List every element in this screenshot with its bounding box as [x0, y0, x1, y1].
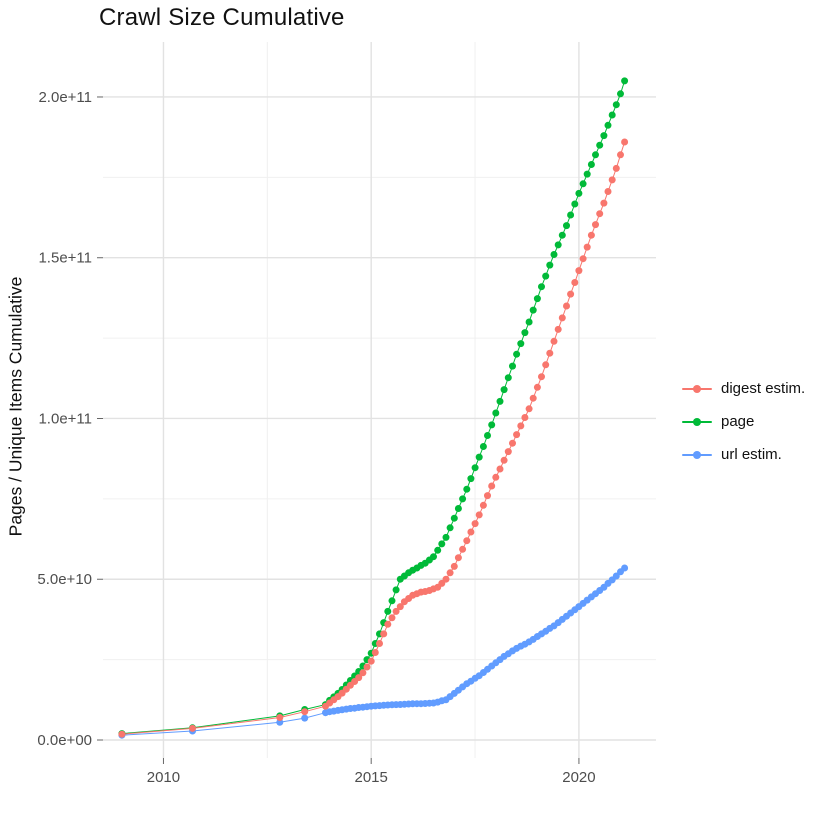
- legend-key-point-line-icon: [682, 448, 712, 462]
- svg-text:2010: 2010: [147, 769, 180, 786]
- legend-item-url-estim: url estim.: [682, 444, 805, 465]
- legend-label: page: [721, 413, 755, 430]
- svg-text:2.0e+11: 2.0e+11: [38, 89, 92, 106]
- svg-text:2015: 2015: [355, 769, 388, 786]
- svg-text:2020: 2020: [562, 769, 595, 786]
- legend-label: digest estim.: [721, 380, 806, 397]
- legend-item-digest-estim: digest estim.: [682, 378, 805, 399]
- y-axis-title: Pages / Unique Items Cumulative: [5, 276, 26, 537]
- legend: digest estim. page url estim.: [682, 378, 805, 465]
- svg-text:5.0e+10: 5.0e+10: [37, 571, 92, 588]
- svg-text:1.5e+11: 1.5e+11: [38, 250, 92, 267]
- svg-text:0.0e+00: 0.0e+00: [37, 732, 92, 749]
- svg-text:1.0e+11: 1.0e+11: [38, 410, 92, 427]
- legend-key-point-line-icon: [682, 382, 712, 396]
- legend-item-page: page: [682, 411, 805, 432]
- legend-key-point-line-icon: [682, 415, 712, 429]
- legend-label: url estim.: [721, 446, 782, 463]
- chart-title: Crawl Size Cumulative: [99, 4, 345, 31]
